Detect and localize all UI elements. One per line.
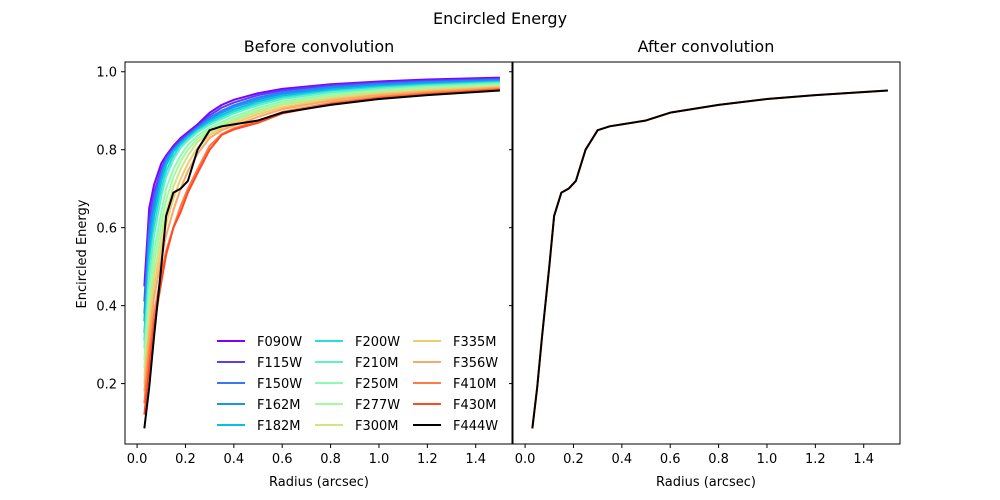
legend-label-f182m: F182M xyxy=(257,419,301,434)
right-series-line-1 xyxy=(531,89,888,429)
right-x-tick-label: 0.6 xyxy=(660,452,681,467)
right-x-tick-label: 0.0 xyxy=(515,452,536,467)
left-axes-frame xyxy=(124,61,513,445)
legend-label-f277w: F277W xyxy=(355,398,400,413)
left-x-tick-label: 1.2 xyxy=(417,452,438,467)
left-x-tick-label: 0.6 xyxy=(272,452,293,467)
legend-label-f430m: F430M xyxy=(453,398,497,413)
left-y-tick-label: 0.2 xyxy=(96,378,117,393)
legend-label-f200w: F200W xyxy=(355,335,400,350)
left-x-tick-label: 1.0 xyxy=(369,452,390,467)
before-convolution-panel: Before convolution Radius (arcsec) Encir… xyxy=(75,37,513,490)
left-panel-title: Before convolution xyxy=(244,37,395,56)
right-x-tick-label: 0.8 xyxy=(708,452,729,467)
left-series-line-f277w xyxy=(143,84,500,369)
left-y-tick-label: 0.4 xyxy=(96,300,117,315)
legend-label-f356w: F356W xyxy=(453,356,498,371)
left-series-line-f182m xyxy=(143,80,500,333)
left-series-line-f444w xyxy=(143,89,500,429)
legend-label-f210m: F210M xyxy=(355,356,399,371)
legend-label-f444w: F444W xyxy=(453,419,498,434)
left-series-line-f210m xyxy=(143,82,500,349)
right-x-tick-label: 0.4 xyxy=(612,452,633,467)
left-series-line-f300m xyxy=(143,85,500,376)
legend-label-f150w: F150W xyxy=(257,377,302,392)
left-y-tick-label: 1.0 xyxy=(96,66,117,81)
legend-label-f410m: F410M xyxy=(453,377,497,392)
legend-label-f162m: F162M xyxy=(257,398,301,413)
left-y-tick-label: 0.8 xyxy=(96,144,117,159)
left-series-line-f200w xyxy=(143,81,500,341)
right-panel-title: After convolution xyxy=(638,37,775,56)
right-x-tick-label: 1.4 xyxy=(853,452,874,467)
right-x-axis-label: Radius (arcsec) xyxy=(656,475,756,490)
left-y-tick-label: 0.6 xyxy=(96,222,117,237)
left-y-axis-label: Encircled Energy xyxy=(75,199,90,308)
left-x-tick-label: 0.4 xyxy=(224,452,245,467)
legend-label-f115w: F115W xyxy=(257,356,302,371)
legend-label-f250m: F250M xyxy=(355,377,399,392)
left-series-line-f090w xyxy=(143,76,500,287)
right-x-tick-label: 1.2 xyxy=(805,452,826,467)
right-axes-frame xyxy=(512,61,901,445)
left-series-line-f115w xyxy=(143,77,500,302)
left-series-line-f250m xyxy=(143,83,500,361)
left-x-tick-label: 1.4 xyxy=(465,452,486,467)
left-x-tick-label: 0.8 xyxy=(320,452,341,467)
figure-title: Encircled Energy xyxy=(433,9,567,28)
left-x-axis-label: Radius (arcsec) xyxy=(269,475,369,490)
legend-label-f090w: F090W xyxy=(257,335,302,350)
left-x-tick-label: 0.2 xyxy=(175,452,196,467)
legend-label-f300m: F300M xyxy=(355,419,399,434)
after-convolution-panel: After convolution Radius (arcsec) 0.0 0.2… xyxy=(509,37,901,490)
left-series-line-f356w xyxy=(143,86,500,392)
right-x-tick-label: 0.2 xyxy=(563,452,584,467)
left-x-tick-label: 0.0 xyxy=(127,452,148,467)
right-x-tick-label: 1.0 xyxy=(757,452,778,467)
legend-label-f335m: F335M xyxy=(453,335,497,350)
